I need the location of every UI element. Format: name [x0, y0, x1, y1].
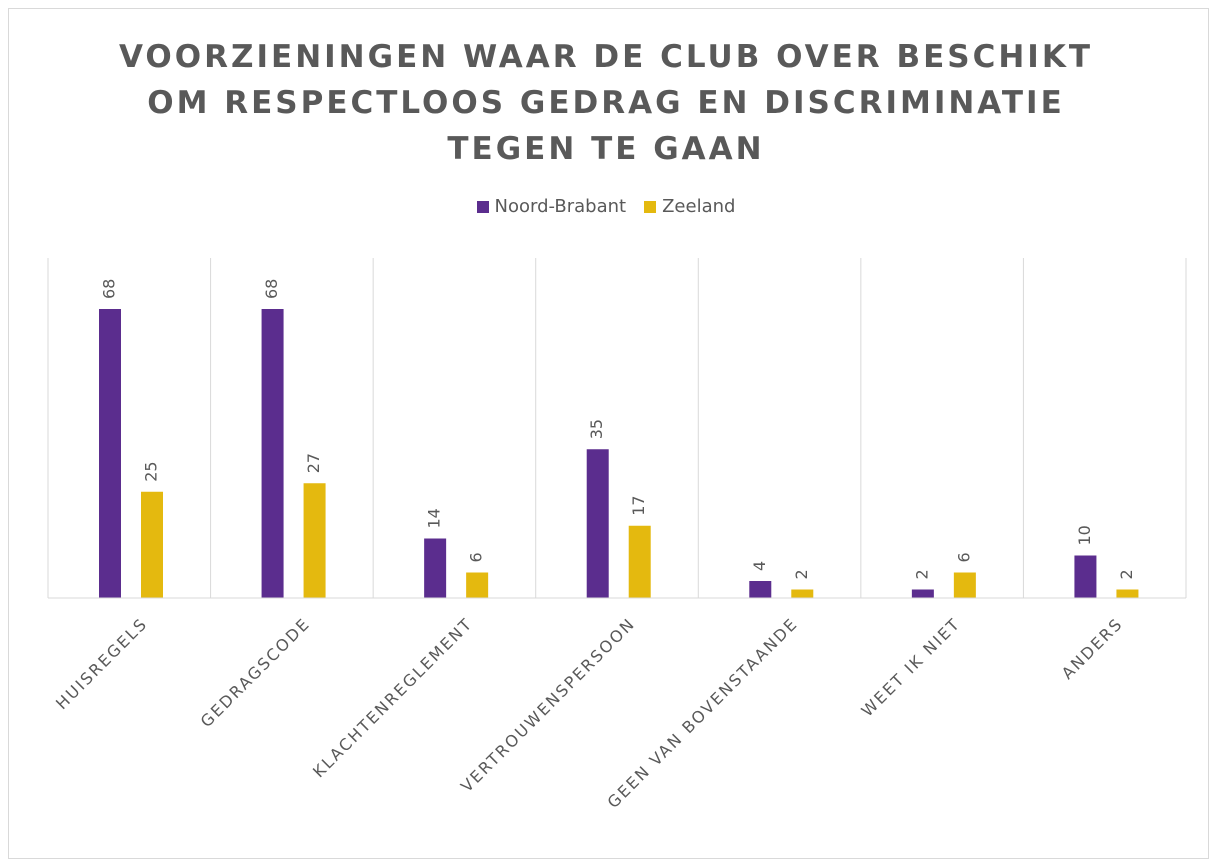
x-tick-label: GEEN VAN BOVENSTAANDE — [604, 614, 802, 812]
data-label: 17 — [629, 495, 648, 515]
data-label: 14 — [425, 508, 444, 528]
x-tick-label: ANDERS — [1058, 614, 1127, 683]
bar — [1116, 589, 1139, 598]
legend-swatch — [644, 200, 657, 213]
data-label: 25 — [142, 461, 161, 481]
bar — [141, 491, 163, 598]
data-label: 68 — [100, 279, 119, 299]
legend-item: Zeeland — [644, 196, 735, 217]
data-label: 68 — [262, 279, 281, 299]
bar — [303, 483, 326, 598]
legend-item: Noord-Brabant — [476, 196, 627, 217]
x-tick-label: WEET IK NIET — [858, 614, 965, 721]
bar — [628, 525, 651, 598]
legend-label: Noord-Brabant — [494, 196, 627, 217]
x-tick-label: HUISREGELS — [52, 614, 151, 713]
legend-swatch — [476, 200, 489, 213]
bar — [911, 589, 934, 598]
x-tick-label: GEDRAGSCODE — [197, 614, 314, 731]
data-label: 6 — [467, 552, 486, 562]
bar — [466, 572, 489, 598]
data-label: 35 — [587, 419, 606, 439]
chart-border — [8, 8, 1209, 859]
data-label: 27 — [304, 453, 323, 473]
x-tick-label: VERTROUWENSPERSOON — [457, 614, 639, 796]
bar — [791, 589, 814, 598]
bar — [953, 572, 976, 598]
data-label: 4 — [750, 561, 769, 571]
bar — [424, 538, 447, 598]
bar — [99, 309, 121, 598]
legend-label: Zeeland — [662, 196, 736, 217]
chart-title: VOORZIENINGEN WAAR DE CLUB OVER BESCHIKT… — [118, 39, 1093, 167]
data-label: 2 — [1117, 569, 1136, 579]
data-label: 10 — [1075, 525, 1094, 545]
legend: Noord-Brabant Zeeland — [0, 196, 1212, 217]
bar — [261, 309, 284, 598]
data-label: 2 — [912, 569, 931, 579]
x-tick-label: KLACHTENREGLEMENT — [309, 614, 476, 781]
data-label: 2 — [792, 569, 811, 579]
bar — [1074, 555, 1097, 598]
bar — [749, 581, 772, 598]
data-label: 6 — [954, 552, 973, 562]
bar — [586, 449, 609, 598]
